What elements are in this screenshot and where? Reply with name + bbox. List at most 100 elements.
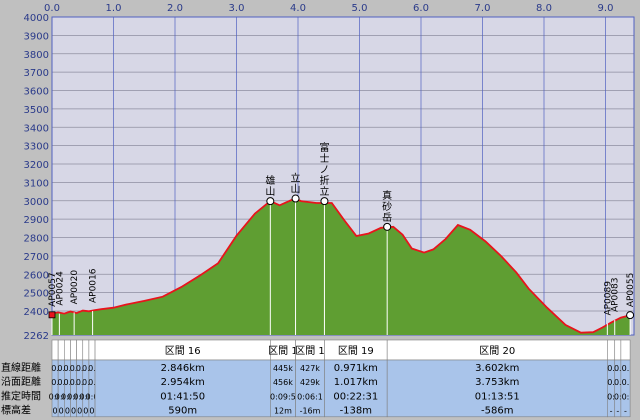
y-tick-label: 2262 — [24, 331, 49, 342]
waypoint-label: AP0083 — [611, 278, 621, 313]
segment-header: 区間 20 — [479, 345, 515, 357]
segment-value: 445k — [273, 364, 293, 373]
waypoint-label: AP0016 — [89, 268, 99, 303]
segment-value: 0:0 — [55, 392, 68, 401]
y-tick-label: 3900 — [24, 31, 49, 42]
segment-value: -138m — [340, 406, 372, 417]
segment-value: 0 — [89, 407, 94, 416]
segment-body-cell — [94, 359, 271, 418]
segment-body-cell — [620, 359, 631, 418]
segment-value: - — [624, 407, 627, 416]
segment-body-cell — [386, 359, 608, 418]
x-axis-ticks: 0.01.02.03.04.05.06.07.08.09.010 — [44, 3, 614, 14]
segment-value: 0. — [82, 364, 90, 373]
y-tick-label: 3300 — [24, 142, 49, 153]
segment-value: 01:13:51 — [475, 391, 520, 402]
segment-value: 1.017km — [334, 377, 378, 388]
segment-value: 0. — [614, 364, 622, 373]
waypoint-label: 雄山 — [265, 174, 275, 198]
segment-value: 0. — [64, 378, 72, 387]
waypoint-label: AP0020 — [70, 270, 80, 305]
segment-value: 0. — [607, 364, 615, 373]
segment-header-cell — [607, 339, 616, 361]
y-tick-label: 4000 — [24, 13, 49, 24]
segment-value: 0 — [53, 407, 58, 416]
segment-value: 0. — [51, 364, 59, 373]
x-tick-label: 3.0 — [229, 3, 245, 14]
y-tick-label: 3200 — [24, 160, 49, 171]
segment-value: 0: — [614, 392, 622, 401]
segment-value: 2.954km — [161, 377, 205, 388]
segment-value: 0:06:1 — [297, 392, 323, 401]
waypoint-label: 富士ノ折立 — [319, 141, 329, 198]
y-tick-label: 3500 — [24, 105, 49, 116]
waypoint-marker — [320, 197, 329, 206]
y-tick-label: 3800 — [24, 50, 49, 61]
segment-value: - — [616, 407, 619, 416]
segment-value: 0. — [622, 364, 630, 373]
segment-value: 0. — [57, 378, 65, 387]
waypoint-label: AP0024 — [55, 271, 65, 306]
x-tick-label: 8.0 — [536, 3, 552, 14]
segment-header: 区間 19 — [338, 345, 374, 357]
waypoint-label: AP0089 — [603, 281, 613, 316]
segment-value: -16m — [300, 407, 321, 416]
segment-value: 00:22:31 — [333, 391, 378, 402]
segment-value: 0:0 — [49, 392, 62, 401]
segment-value: 0:09:5 — [270, 392, 296, 401]
segment-header-cell — [64, 339, 71, 361]
segment-header-cell — [88, 339, 96, 361]
segment-header-cell — [620, 339, 631, 361]
segment-value: 3.602km — [475, 363, 519, 374]
waypoint-marker — [626, 311, 635, 320]
segment-table: 直線距離沿面距離推定時間標高差0.0.0:000.0.0:000.0.0:000… — [0, 339, 640, 420]
segment-header: 区間 1 — [268, 345, 298, 357]
segment-value: 0.971km — [334, 363, 378, 374]
segment-value: 0. — [76, 364, 84, 373]
waypoint-marker — [266, 197, 275, 206]
x-tick-label: 1.0 — [106, 3, 122, 14]
y-axis-ticks: 4000 3900 3800 3700 3600 3500 3400 3300 3200 3100… — [24, 13, 49, 342]
segment-value: 0:0 — [73, 392, 86, 401]
segment-value: 0. — [70, 378, 78, 387]
segment-value: 12m — [274, 407, 292, 416]
segment-value: 0 — [83, 407, 88, 416]
x-tick-label: 4.0 — [290, 3, 306, 14]
waypoint-label: AP0055 — [626, 273, 636, 308]
segment-value: 0:0 — [79, 392, 92, 401]
x-tick-label: 9.0 — [598, 3, 614, 14]
x-tick-label: 0.0 — [44, 3, 60, 14]
segment-value: 0:0 — [86, 392, 99, 401]
segment-header-cell — [614, 339, 622, 361]
elevation-fill — [52, 198, 631, 335]
segment-value: 0. — [82, 378, 90, 387]
segment-value: 0. — [88, 364, 96, 373]
start-marker — [48, 311, 56, 319]
segment-value: 0: — [607, 392, 615, 401]
segment-header-cell — [51, 339, 59, 361]
segment-value: 427k — [300, 364, 320, 373]
segment-value: 0 — [71, 407, 76, 416]
segment-body-cell — [324, 359, 388, 418]
segment-value: 0. — [88, 378, 96, 387]
segment-header: 区間 16 — [165, 345, 201, 357]
segment-value: 0:0 — [61, 392, 74, 401]
x-tick-label: 2.0 — [167, 3, 183, 14]
row-label: 直線距離 — [1, 361, 41, 374]
y-tick-label: 3400 — [24, 123, 49, 134]
y-tick-label: 3600 — [24, 87, 49, 98]
y-tick-label: 2900 — [24, 215, 49, 226]
segment-value: 590m — [168, 406, 197, 417]
segment-value: 0. — [607, 378, 615, 387]
y-tick-label: 2500 — [24, 289, 49, 300]
segment-value: 0:0 — [67, 392, 80, 401]
segment-header-cell — [76, 339, 84, 361]
segment-value: 0 — [59, 407, 64, 416]
x-tick-label: 5.0 — [352, 3, 368, 14]
waypoint-marker — [383, 222, 392, 231]
y-tick-label: 2700 — [24, 252, 49, 263]
waypoint-marker — [291, 194, 300, 203]
segment-header-cell — [70, 339, 77, 361]
